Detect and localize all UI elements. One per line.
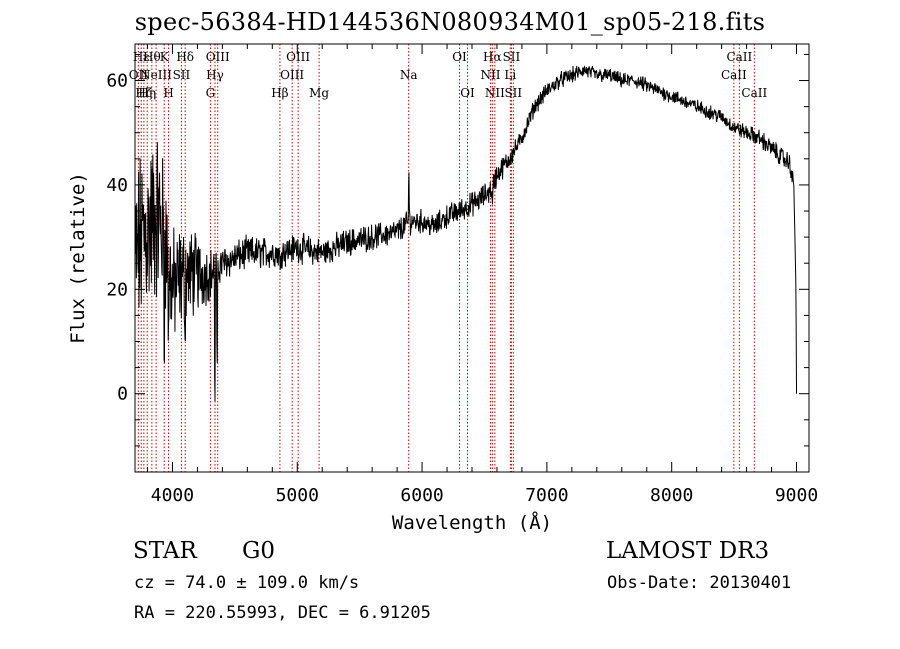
line-id-label: K xyxy=(160,50,170,64)
x-tick-label: 5000 xyxy=(276,485,319,506)
line-id-markers: OIIHεHζHηHθNeIIIKHSIIHδGHγOIIIHβOIIIOIII… xyxy=(129,44,767,472)
survey-name: LAMOST DR3 xyxy=(606,538,770,564)
y-tick-label: 20 xyxy=(106,279,128,300)
redshift-text: cz = 74.0 ± 109.0 km/s xyxy=(134,573,360,593)
line-id-label: H xyxy=(163,86,173,100)
line-id-label: G xyxy=(206,86,216,100)
line-id-label: Hδ xyxy=(176,50,194,64)
line-id-label: SII xyxy=(503,50,521,64)
chart-title: spec-56384-HD144536N080934M01_sp05-218.f… xyxy=(134,8,766,36)
x-tick-label: 6000 xyxy=(400,485,443,506)
y-axis-label: Flux (relative) xyxy=(67,172,89,344)
line-id-label: OI xyxy=(460,86,475,100)
line-id-label: SII xyxy=(504,86,522,100)
x-axis-label: Wavelength (Å) xyxy=(392,511,552,534)
line-id-label: Hη xyxy=(138,86,156,100)
line-id-label: OI xyxy=(452,50,467,64)
line-id-label: CaII xyxy=(726,50,752,64)
line-id-label: Hβ xyxy=(271,86,288,100)
line-id-label: Hα xyxy=(483,50,502,64)
line-id-label: OIII xyxy=(280,68,304,82)
line-id-label: Mg xyxy=(309,86,329,100)
x-tick-label: 7000 xyxy=(525,485,568,506)
y-tick-label: 0 xyxy=(117,384,128,405)
x-tick-label: 4000 xyxy=(151,485,194,506)
y-tick-label: 60 xyxy=(106,71,128,92)
object-subclass: G0 xyxy=(242,538,276,564)
coords-text: RA = 220.55993, DEC = 6.91205 xyxy=(134,603,431,623)
line-id-label: Li xyxy=(504,68,516,82)
x-tick-label: 8000 xyxy=(650,485,693,506)
line-id-label: OIII xyxy=(206,50,230,64)
line-id-label: CaII xyxy=(721,68,747,82)
obs-date-text: Obs-Date: 20130401 xyxy=(607,573,792,593)
axis-ticks xyxy=(135,44,809,472)
line-id-label: Hγ xyxy=(206,68,224,82)
line-id-label: SII xyxy=(173,68,191,82)
line-id-label: CaII xyxy=(741,86,767,100)
line-id-label: Na xyxy=(400,68,418,82)
spectrum-series xyxy=(134,65,798,402)
tick-labels: 4000 5000 6000 7000 8000 9000 0 20 40 60 xyxy=(106,71,818,506)
line-id-label: OII xyxy=(129,68,149,82)
spectrum-line xyxy=(134,65,798,402)
line-id-label: Hθ xyxy=(143,50,161,64)
line-id-label: OIII xyxy=(286,50,310,64)
line-id-label: NII xyxy=(485,86,505,100)
object-class: STAR xyxy=(133,538,197,564)
x-tick-label: 9000 xyxy=(775,485,818,506)
y-tick-label: 40 xyxy=(106,175,128,196)
line-id-label: Hζ xyxy=(135,86,152,100)
line-id-label: NII xyxy=(480,68,500,82)
line-id-label: NeIII xyxy=(140,68,172,82)
line-id-label: Hε xyxy=(133,50,150,64)
